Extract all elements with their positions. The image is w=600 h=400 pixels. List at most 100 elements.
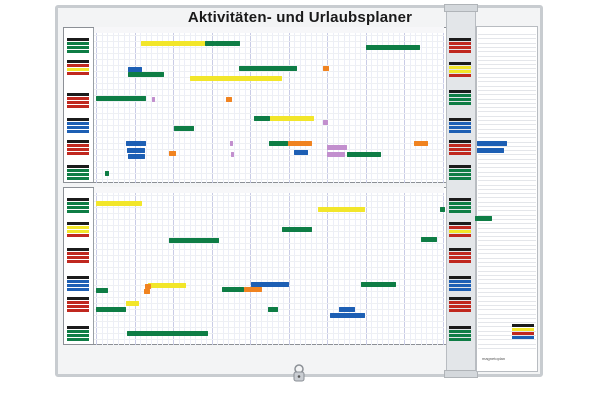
staff-color-chip[interactable] bbox=[67, 173, 89, 176]
staff-color-chip[interactable] bbox=[449, 74, 471, 77]
staff-color-chip[interactable] bbox=[449, 234, 471, 237]
staff-color-chip[interactable] bbox=[67, 334, 89, 337]
staff-color-chip[interactable] bbox=[67, 144, 89, 147]
staff-color-chip[interactable] bbox=[67, 46, 89, 49]
planner-bar[interactable] bbox=[174, 126, 194, 131]
planner-bar[interactable] bbox=[215, 41, 240, 46]
planner-bar[interactable] bbox=[169, 238, 219, 243]
planner-bar[interactable] bbox=[327, 145, 347, 150]
staff-color-chip[interactable] bbox=[449, 230, 471, 233]
planner-bar[interactable] bbox=[96, 201, 142, 206]
staff-color-chip[interactable] bbox=[512, 328, 534, 331]
planner-bar[interactable] bbox=[475, 216, 492, 221]
staff-color-chip[interactable] bbox=[67, 226, 89, 229]
staff-color-chip[interactable] bbox=[449, 206, 471, 209]
staff-color-chip[interactable] bbox=[67, 72, 89, 75]
staff-color-chip[interactable] bbox=[67, 234, 89, 237]
staff-color-chip[interactable] bbox=[67, 105, 89, 108]
staff-color-chip[interactable] bbox=[449, 256, 471, 259]
staff-color-chip[interactable] bbox=[449, 305, 471, 308]
planner-bar[interactable] bbox=[230, 141, 233, 146]
planner-bar[interactable] bbox=[141, 41, 205, 46]
staff-color-chip[interactable] bbox=[449, 126, 471, 129]
planner-bar[interactable] bbox=[239, 66, 297, 71]
staff-color-chip[interactable] bbox=[449, 226, 471, 229]
planner-bar[interactable] bbox=[318, 207, 365, 212]
staff-color-chip[interactable] bbox=[449, 210, 471, 213]
planner-bar[interactable] bbox=[128, 154, 145, 159]
planner-bar[interactable] bbox=[128, 72, 164, 77]
staff-color-chip[interactable] bbox=[449, 152, 471, 155]
staff-color-chip[interactable] bbox=[67, 260, 89, 263]
planner-bar[interactable] bbox=[145, 284, 151, 289]
planner-bar[interactable] bbox=[169, 151, 176, 156]
staff-color-chip[interactable] bbox=[449, 173, 471, 176]
planner-bar[interactable] bbox=[144, 289, 150, 294]
staff-color-chip[interactable] bbox=[67, 169, 89, 172]
planner-bar[interactable] bbox=[128, 67, 142, 72]
staff-color-chip[interactable] bbox=[67, 284, 89, 287]
staff-color-chip[interactable] bbox=[449, 148, 471, 151]
staff-color-chip[interactable] bbox=[512, 336, 534, 339]
planner-bar[interactable] bbox=[339, 307, 355, 312]
planner-bar[interactable] bbox=[105, 171, 109, 176]
planner-bar[interactable] bbox=[96, 307, 126, 312]
staff-color-chip[interactable] bbox=[449, 260, 471, 263]
planner-bar[interactable] bbox=[323, 120, 328, 125]
planner-bar[interactable] bbox=[96, 288, 108, 293]
planner-bar[interactable] bbox=[126, 301, 139, 306]
staff-color-chip[interactable] bbox=[449, 169, 471, 172]
staff-color-chip[interactable] bbox=[449, 122, 471, 125]
planner-bar[interactable] bbox=[421, 237, 437, 242]
staff-color-chip[interactable] bbox=[449, 301, 471, 304]
planner-bar[interactable] bbox=[288, 141, 312, 146]
staff-color-chip[interactable] bbox=[67, 309, 89, 312]
planner-bar[interactable] bbox=[282, 227, 312, 232]
staff-color-chip[interactable] bbox=[449, 66, 471, 69]
staff-color-chip[interactable] bbox=[449, 144, 471, 147]
staff-color-chip[interactable] bbox=[67, 50, 89, 53]
planner-bar[interactable] bbox=[347, 152, 381, 157]
planner-bar[interactable] bbox=[254, 116, 270, 121]
staff-color-chip[interactable] bbox=[67, 97, 89, 100]
staff-color-chip[interactable] bbox=[67, 338, 89, 341]
planner-bar[interactable] bbox=[268, 307, 278, 312]
staff-color-chip[interactable] bbox=[67, 280, 89, 283]
planner-bar[interactable] bbox=[366, 45, 420, 50]
staff-color-chip[interactable] bbox=[449, 42, 471, 45]
staff-color-chip[interactable] bbox=[67, 252, 89, 255]
staff-color-chip[interactable] bbox=[449, 94, 471, 97]
staff-color-chip[interactable] bbox=[67, 202, 89, 205]
staff-color-chip[interactable] bbox=[67, 148, 89, 151]
staff-color-chip[interactable] bbox=[449, 46, 471, 49]
staff-color-chip[interactable] bbox=[512, 332, 534, 335]
planner-bar[interactable] bbox=[126, 141, 146, 146]
planner-bar[interactable] bbox=[477, 148, 504, 153]
staff-color-chip[interactable] bbox=[449, 130, 471, 133]
planner-bar[interactable] bbox=[127, 148, 145, 153]
staff-color-chip[interactable] bbox=[67, 130, 89, 133]
lock-icon[interactable] bbox=[292, 364, 306, 382]
staff-color-chip[interactable] bbox=[67, 177, 89, 180]
staff-color-chip[interactable] bbox=[67, 152, 89, 155]
planner-bar[interactable] bbox=[190, 76, 282, 81]
staff-color-chip[interactable] bbox=[449, 102, 471, 105]
staff-color-chip[interactable] bbox=[67, 305, 89, 308]
staff-color-chip[interactable] bbox=[67, 42, 89, 45]
staff-color-chip[interactable] bbox=[67, 126, 89, 129]
staff-color-chip[interactable] bbox=[449, 284, 471, 287]
staff-color-chip[interactable] bbox=[449, 70, 471, 73]
planner-bar[interactable] bbox=[361, 282, 396, 287]
planner-bar[interactable] bbox=[148, 283, 186, 288]
staff-color-chip[interactable] bbox=[449, 334, 471, 337]
planner-bar[interactable] bbox=[96, 96, 146, 101]
staff-color-chip[interactable] bbox=[67, 101, 89, 104]
staff-color-chip[interactable] bbox=[67, 206, 89, 209]
staff-color-chip[interactable] bbox=[449, 252, 471, 255]
staff-color-chip[interactable] bbox=[67, 64, 89, 67]
planner-bar[interactable] bbox=[226, 97, 232, 102]
planner-bar[interactable] bbox=[244, 287, 262, 292]
staff-color-chip[interactable] bbox=[67, 122, 89, 125]
staff-color-chip[interactable] bbox=[449, 202, 471, 205]
staff-color-chip[interactable] bbox=[449, 280, 471, 283]
